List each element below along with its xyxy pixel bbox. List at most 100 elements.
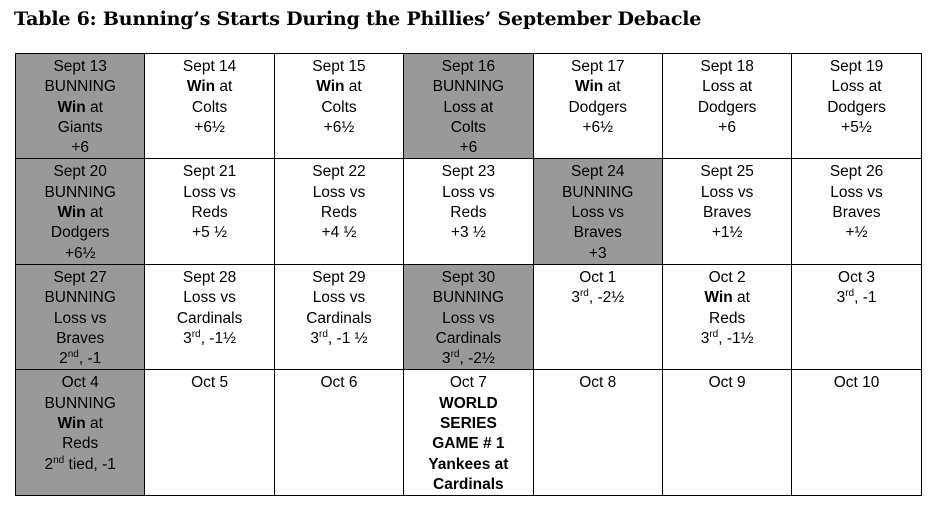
line-text: Loss vs	[312, 289, 366, 307]
day-cell: Oct 9	[661, 369, 793, 497]
line-text: Sept 22	[312, 163, 366, 181]
result-emphasis: SERIES	[439, 415, 497, 433]
line-text: Loss vs	[312, 183, 366, 201]
line-text: Loss vs	[700, 183, 754, 201]
day-date: Sept 15	[277, 57, 401, 77]
day-cell: Oct 10	[791, 369, 922, 497]
day-date: Oct 5	[147, 373, 271, 393]
day-detail-line: Reds	[277, 203, 401, 223]
day-detail-line: BUNNING	[18, 77, 142, 97]
day-detail-line: Cardinals	[277, 309, 401, 329]
ordinal-suffix: rd	[450, 349, 460, 360]
day-date: Oct 6	[277, 373, 401, 393]
standing-games-back: , -1½	[718, 329, 754, 347]
line-text: 3	[700, 329, 710, 347]
day-detail-line: Cardinals	[406, 475, 530, 495]
day-detail-line: Win at	[536, 77, 660, 97]
line-text: Sept 23	[441, 163, 496, 181]
standing-games-back: , -1½	[200, 329, 237, 347]
line-text: Reds	[62, 435, 99, 453]
ordinal-suffix: rd	[319, 328, 328, 340]
line-text: Oct 2	[708, 268, 746, 286]
line-text: Oct 8	[579, 374, 617, 392]
line-text: Reds	[450, 204, 487, 222]
day-detail-line: BUNNING	[18, 288, 142, 308]
line-text: Sept 16	[441, 58, 496, 75]
line-text: Sept 15	[312, 58, 366, 75]
day-detail-line: Reds	[665, 309, 789, 329]
line-text: 3	[441, 350, 451, 368]
line-text: +5½	[841, 118, 872, 136]
line-text: Sept 25	[700, 163, 754, 181]
ordinal-suffix: nd	[53, 454, 65, 466]
line-text: Cardinals	[306, 309, 372, 327]
bunning-start-cell: Sept 30 BUNNING Loss vs Cardinals 3rd, -2½	[403, 263, 534, 371]
line-text: Oct 7	[449, 374, 487, 392]
day-detail-line: Loss vs	[536, 203, 660, 223]
line-text: +6	[71, 139, 90, 157]
line-text: Loss vs	[442, 183, 495, 201]
day-cell: Sept 19 Loss at Dodgers +5½	[791, 52, 922, 160]
day-detail-line: Dodgers	[794, 98, 918, 118]
line-text: Reds	[709, 309, 746, 327]
day-detail-line: Win at	[18, 203, 142, 223]
line-text: +6	[718, 118, 736, 136]
line-text: +6	[459, 139, 478, 157]
day-detail-line: Giants	[18, 118, 142, 138]
day-detail-line: +6½	[18, 244, 142, 264]
bunning-start-cell: Sept 13 BUNNING Win at Giants +6	[14, 52, 146, 160]
day-date: Sept 24	[536, 162, 660, 182]
line-text: Sept 29	[312, 268, 366, 286]
day-cell: Sept 17 Win at Dodgers +6½	[532, 52, 663, 160]
standing-games-back: , -1 ½	[327, 329, 368, 347]
day-detail-line: Loss vs	[147, 183, 271, 203]
line-text: BUNNING	[44, 394, 116, 412]
line-text: Oct 1	[579, 268, 617, 286]
day-date: Sept 28	[147, 268, 271, 288]
day-cell: Sept 15 Win at Colts +6½	[273, 52, 405, 160]
result-emphasis: Win	[57, 204, 86, 222]
result-emphasis: Win	[316, 78, 345, 96]
line-text: Dodgers	[827, 98, 886, 116]
result-emphasis: Win	[57, 98, 86, 116]
line-text: Sept 24	[571, 163, 625, 181]
day-detail-line: Win at	[147, 77, 271, 97]
day-detail-line: Loss vs	[406, 309, 530, 329]
bunning-start-cell: Sept 16 BUNNING Loss at Colts +6	[403, 52, 534, 160]
day-detail-line: Win at	[18, 414, 142, 434]
day-date: Oct 7	[406, 373, 530, 393]
day-detail-line: Loss vs	[277, 183, 401, 203]
day-detail-line: Colts	[406, 118, 530, 138]
line-text: Oct 3	[838, 268, 876, 286]
day-date: Oct 10	[794, 373, 918, 393]
day-detail-line: 3rd, -1½	[665, 329, 789, 349]
line-text: 3	[571, 289, 580, 307]
day-cell: Oct 2 Win at Reds 3rd, -1½	[661, 263, 793, 371]
day-detail-line: Win at	[18, 98, 142, 118]
line-text: Sept 26	[829, 163, 884, 181]
day-detail-line: 3rd, -1	[794, 288, 918, 308]
day-date: Sept 21	[147, 162, 271, 182]
day-detail-line: +5 ½	[147, 223, 271, 243]
ordinal-suffix: nd	[67, 349, 79, 360]
day-cell: Oct 7 WORLD SERIES GAME # 1 Yankees at Cardin…	[403, 369, 534, 497]
result-emphasis: WORLD	[439, 394, 498, 412]
day-date: Sept 26	[794, 162, 918, 182]
day-detail-line: 3rd, -2½	[406, 349, 530, 369]
line-text: Braves	[832, 204, 881, 222]
day-date: Sept 25	[665, 162, 789, 182]
day-detail-line: SERIES	[406, 414, 530, 434]
line-text: 3	[310, 329, 320, 347]
day-date: Sept 27	[18, 268, 142, 288]
day-detail-line: +6½	[147, 118, 271, 138]
day-cell: Sept 28 Loss vs Cardinals 3rd, -1½	[144, 263, 275, 371]
ordinal-suffix: rd	[709, 328, 719, 340]
line-text: Sept 28	[182, 268, 237, 286]
line-text: Loss vs	[830, 183, 883, 201]
day-detail-line: +5½	[794, 118, 918, 138]
day-detail-line: +6½	[536, 118, 660, 138]
line-text: Dodgers	[697, 98, 757, 116]
line-text: BUNNING	[432, 289, 505, 307]
day-detail-line: 3rd, -1½	[147, 329, 271, 349]
day-detail-line: +½	[794, 223, 918, 243]
